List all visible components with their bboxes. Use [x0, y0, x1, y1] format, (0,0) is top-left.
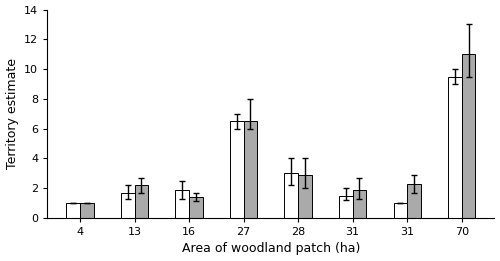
Bar [407, 184, 421, 218]
Bar [230, 121, 243, 218]
Bar [80, 203, 94, 218]
Bar [448, 76, 462, 218]
Bar [244, 121, 257, 218]
Bar [189, 197, 202, 218]
Bar [352, 189, 366, 218]
Bar [394, 203, 407, 218]
Bar [284, 173, 298, 218]
Bar [134, 185, 148, 218]
Bar [462, 54, 475, 218]
Bar [176, 189, 189, 218]
Y-axis label: Territory estimate: Territory estimate [6, 58, 18, 169]
X-axis label: Area of woodland patch (ha): Area of woodland patch (ha) [182, 242, 360, 256]
Bar [339, 195, 352, 218]
Bar [121, 193, 134, 218]
Bar [298, 175, 312, 218]
Bar [66, 203, 80, 218]
